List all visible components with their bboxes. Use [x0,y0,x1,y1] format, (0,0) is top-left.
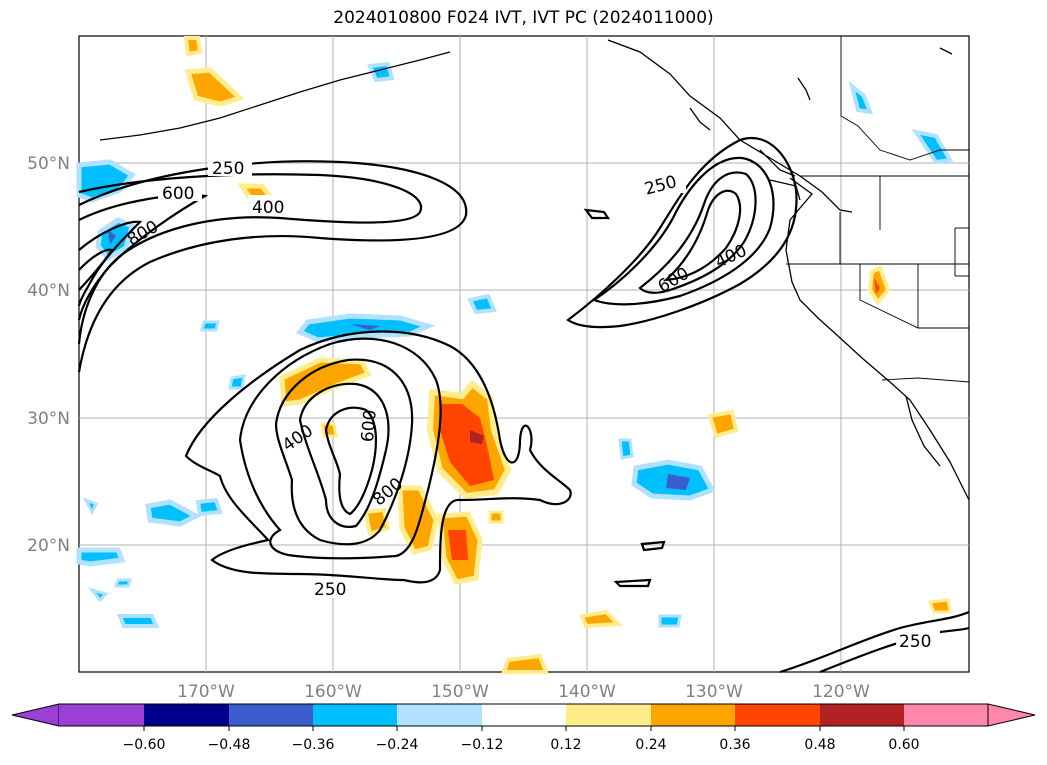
map-title: 2024010800 F024 IVT, IVT PC (2024011000) [333,8,714,28]
colorbar-segment [59,704,144,726]
lon-label: 120°W [812,682,870,702]
negative-anomaly-patches [76,61,954,628]
lat-label: 20°N [27,536,70,556]
contour-label-bg [158,181,202,201]
lon-label: 170°W [177,682,235,702]
contour-label-bg [208,156,252,176]
colorbar-tick-label: 0.24 [635,737,666,753]
lon-label: 130°W [685,682,743,702]
contour-label-bg [312,578,356,598]
colorbar-extend-left [11,703,60,727]
ivt-contours [77,137,970,674]
colorbar-segment [904,704,988,726]
colorbar-segment [313,704,397,726]
contour-label-bg [642,173,686,193]
contour-label: 250 [899,632,931,652]
colorbar-tick-label: 0.12 [550,737,581,753]
contour-label: 600 [358,409,381,443]
contour-label-bg [248,195,292,215]
lat-label: 40°N [27,281,70,301]
positive-anomaly-patches [183,36,952,674]
colorbar-segment [482,704,566,726]
colorbar-segment [566,704,651,726]
lon-label: 140°W [558,682,616,702]
contour-label: 250 [212,159,244,179]
colorbar-segment [651,704,735,726]
latitude-labels: 50°N 40°N 30°N 20°N [27,154,70,556]
colorbar-segment [735,704,820,726]
contour-label: 250 [314,580,346,600]
lon-label: 160°W [304,682,362,702]
contour-label: 600 [162,184,194,204]
colorbar-tick-label: −0.36 [292,737,335,753]
colorbar-extend-right [987,703,1036,727]
colorbar-tick-label: 0.36 [719,737,750,753]
colorbar-segment [144,704,229,726]
colorbar-segment [229,704,313,726]
colorbar: −0.60 −0.48 −0.36 −0.24 −0.12 0.12 0.24 … [11,703,1036,753]
colorbar-tick-label: 0.48 [804,737,835,753]
colorbar-tick-label: −0.48 [208,737,251,753]
colorbar-ticks [143,726,905,731]
map-frame [78,35,970,673]
colorbar-outline [59,703,988,727]
lon-label: 150°W [431,682,489,702]
longitude-labels: 170°W 160°W 150°W 140°W 130°W 120°W [177,682,870,702]
colorbar-tick-label: −0.24 [376,737,419,753]
colorbar-tick-label: −0.12 [461,737,504,753]
colorbar-tick-label: −0.60 [123,737,166,753]
contour-label: 400 [252,198,284,218]
lat-label: 30°N [27,409,70,429]
colorbar-segment [397,704,482,726]
lat-label: 50°N [27,154,70,174]
contour-label-bg [896,631,940,651]
political-boundaries [786,36,970,383]
colorbar-tick-label: 0.60 [888,737,919,753]
colorbar-segment [820,704,904,726]
